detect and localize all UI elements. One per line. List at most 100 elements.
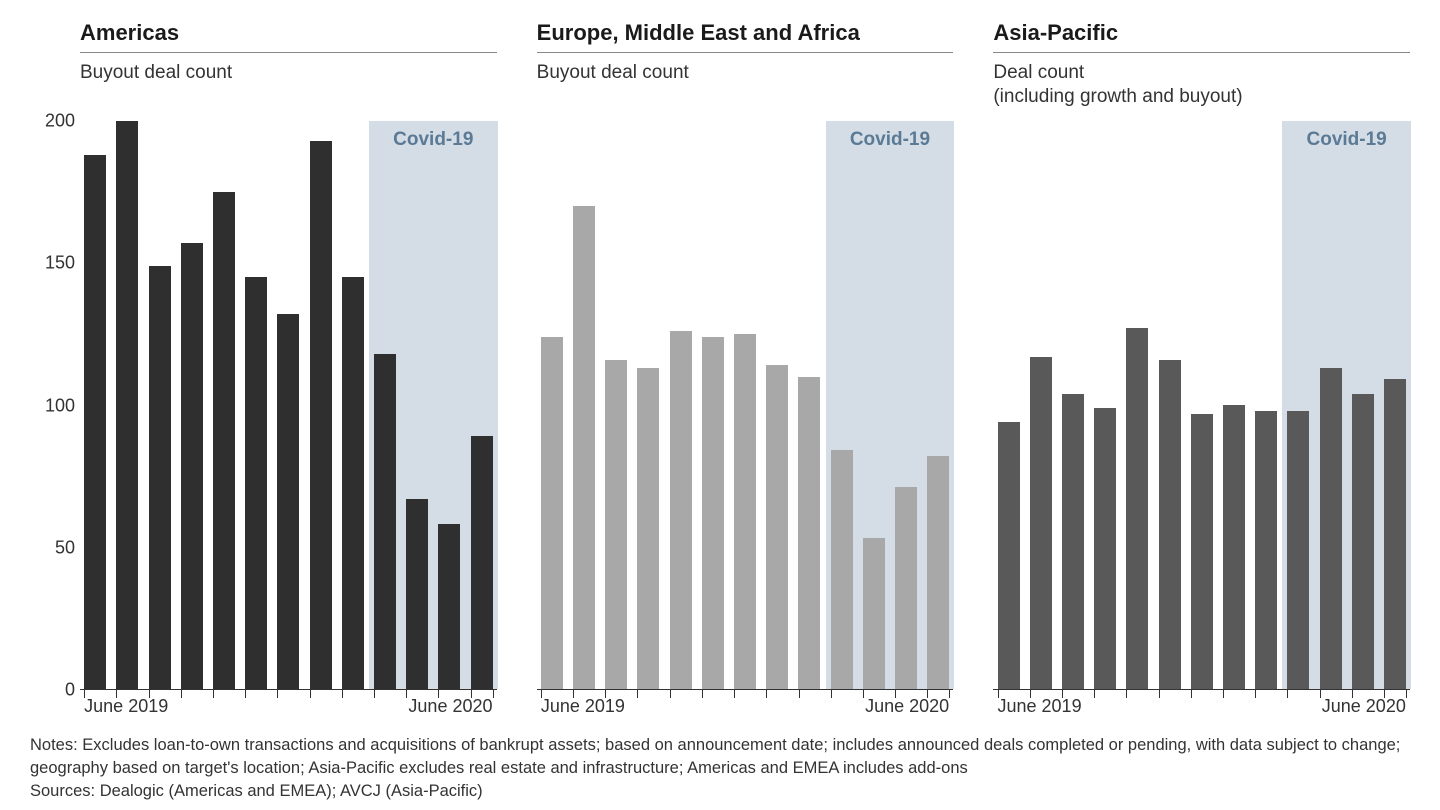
bar <box>1030 357 1052 689</box>
bar <box>342 277 364 689</box>
x-axis: June 2019 June 2020 <box>537 690 954 720</box>
bar <box>998 422 1020 689</box>
x-tick-line <box>734 690 735 698</box>
bar <box>1062 394 1084 689</box>
x-tick-line <box>949 690 950 698</box>
x-tick-line <box>766 690 767 698</box>
x-tick-label: June 2020 <box>1322 696 1406 717</box>
x-tick-line <box>1287 690 1288 698</box>
x-tick-line <box>702 690 703 698</box>
bar <box>374 354 396 689</box>
bar <box>1223 405 1245 689</box>
bar <box>1126 328 1148 689</box>
bar <box>245 277 267 689</box>
x-tick-label: June 2019 <box>541 696 625 717</box>
bar <box>149 266 171 689</box>
bar <box>1191 414 1213 689</box>
x-axis: June 2019 June 2020 <box>993 690 1410 720</box>
x-tick-line <box>374 690 375 698</box>
bar <box>213 192 235 689</box>
x-tick-line <box>245 690 246 698</box>
x-tick-line <box>181 690 182 698</box>
bar <box>1320 368 1342 689</box>
plot: Covid-19 <box>993 121 1410 690</box>
bar <box>734 334 756 689</box>
bar <box>637 368 659 689</box>
x-tick-line <box>1255 690 1256 698</box>
x-tick-line <box>670 690 671 698</box>
chart-area: Covid-19 June 2019 June 2020 <box>537 121 954 720</box>
bar <box>84 155 106 689</box>
bar <box>702 337 724 689</box>
bar <box>573 206 595 689</box>
x-tick-line <box>277 690 278 698</box>
bar <box>798 377 820 689</box>
bars <box>80 121 497 689</box>
x-tick-line <box>493 690 494 698</box>
footer-sources: Sources: Dealogic (Americas and EMEA); A… <box>30 780 1410 803</box>
panel-title: Asia-Pacific <box>993 20 1410 53</box>
panel-americas: AmericasBuyout deal count050100150200Cov… <box>80 20 497 720</box>
y-axis: 050100150200 <box>30 121 75 690</box>
bar <box>1094 408 1116 689</box>
bar <box>1352 394 1374 689</box>
bar <box>438 524 460 689</box>
panel-subtitle: Buyout deal count <box>80 61 497 111</box>
bar <box>766 365 788 689</box>
x-tick-line <box>310 690 311 698</box>
bars <box>537 121 954 689</box>
bar <box>895 487 917 689</box>
bars <box>993 121 1410 689</box>
bar <box>831 450 853 689</box>
x-tick-label: June 2020 <box>408 696 492 717</box>
x-tick-line <box>1126 690 1127 698</box>
bar <box>277 314 299 689</box>
x-tick-line <box>1191 690 1192 698</box>
panel-subtitle: Deal count(including growth and buyout) <box>993 61 1410 111</box>
x-tick-line <box>1406 690 1407 698</box>
x-tick-line <box>637 690 638 698</box>
x-tick-line <box>1159 690 1160 698</box>
chart-area: 050100150200Covid-19June 2019June 2020 <box>80 121 497 720</box>
x-tick-label: June 2019 <box>84 696 168 717</box>
x-tick-line <box>406 690 407 698</box>
panel-title: Americas <box>80 20 497 53</box>
bar <box>863 538 885 689</box>
bar <box>1255 411 1277 689</box>
footer-notes: Notes: Excludes loan-to-own transactions… <box>30 734 1410 780</box>
x-tick-line <box>1094 690 1095 698</box>
panel-subtitle: Buyout deal count <box>537 61 954 111</box>
x-tick-line <box>342 690 343 698</box>
y-tick: 100 <box>30 395 75 416</box>
bar <box>605 360 627 689</box>
x-tick-line <box>799 690 800 698</box>
y-tick: 0 <box>30 680 75 701</box>
bar <box>310 141 332 689</box>
x-tick-line <box>863 690 864 698</box>
y-tick: 200 <box>30 111 75 132</box>
x-tick-label: June 2019 <box>998 696 1082 717</box>
bar <box>471 436 493 689</box>
y-tick: 50 <box>30 537 75 558</box>
x-axis: June 2019 June 2020 <box>80 690 497 720</box>
bar <box>1287 411 1309 689</box>
bar <box>116 121 138 689</box>
plot: Covid-19 <box>537 121 954 690</box>
x-tick-line <box>1320 690 1321 698</box>
bar <box>927 456 949 689</box>
x-tick-line <box>213 690 214 698</box>
bar <box>406 499 428 689</box>
panel-title: Europe, Middle East and Africa <box>537 20 954 53</box>
bar <box>1384 379 1406 689</box>
bar <box>670 331 692 689</box>
footer: Notes: Excludes loan-to-own transactions… <box>30 734 1410 803</box>
panel-apac: Asia-Pacific Deal count(including growth … <box>993 20 1410 720</box>
bar <box>1159 360 1181 689</box>
charts-row: AmericasBuyout deal count050100150200Cov… <box>30 20 1410 720</box>
bar <box>541 337 563 689</box>
x-tick-line <box>831 690 832 698</box>
panel-emea: Europe, Middle East and Africa Buyout dea… <box>537 20 954 720</box>
x-tick-line <box>1223 690 1224 698</box>
x-tick-label: June 2020 <box>865 696 949 717</box>
chart-area: Covid-19 June 2019 June 2020 <box>993 121 1410 720</box>
